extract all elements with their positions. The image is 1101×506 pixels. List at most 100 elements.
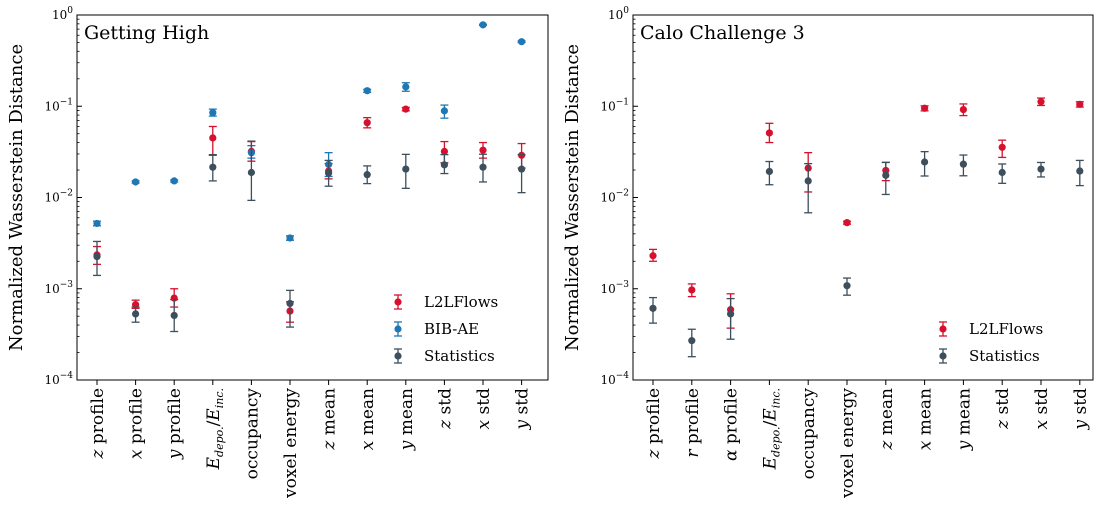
data-point	[170, 311, 178, 320]
legend-label: L2LFlows	[969, 320, 1043, 338]
y-tick-label: 10−3	[600, 280, 629, 296]
series-l2lflows	[649, 97, 1084, 329]
x-category-label: y mean	[397, 388, 417, 451]
data-point	[843, 282, 851, 290]
data-point	[727, 310, 735, 318]
data-point	[209, 163, 217, 171]
data-point	[649, 252, 657, 260]
data-point	[286, 299, 294, 308]
data-point	[440, 161, 448, 169]
legend-item: L2LFlows	[394, 293, 498, 311]
data-point	[479, 163, 487, 171]
data-point	[93, 219, 101, 228]
legend-marker	[939, 325, 947, 333]
x-category-label: α profile	[722, 388, 742, 461]
x-category-label: z profile	[88, 388, 108, 459]
data-point	[325, 169, 333, 177]
data-point	[247, 168, 255, 177]
chart-title: Calo Challenge 3	[640, 22, 805, 44]
data-point	[440, 147, 448, 156]
x-category-label: x std	[474, 388, 494, 430]
data-point	[959, 160, 968, 168]
series-statistics	[93, 140, 526, 333]
data-point	[93, 253, 101, 261]
x-category-label: x profile	[127, 388, 147, 459]
data-point	[402, 165, 410, 173]
data-point	[363, 119, 371, 127]
data-point	[209, 109, 217, 117]
x-category-label: x mean	[916, 388, 936, 450]
x-category-label: Edepo./Einc.	[760, 388, 782, 470]
legend-marker	[939, 352, 947, 360]
x-category-label: z mean	[320, 388, 340, 451]
data-point	[518, 165, 526, 173]
panel-2: 10−4 10−3 10−2 10−1 100 z profile r profile α p…	[562, 6, 1094, 499]
data-point	[1037, 98, 1045, 106]
y-tick-label: 10−1	[44, 97, 73, 113]
legend-item: Statistics	[939, 347, 1040, 365]
legend-item: BIB-AE	[394, 320, 479, 338]
data-point	[921, 104, 929, 112]
legend-marker	[394, 325, 402, 333]
data-point	[959, 105, 968, 114]
y-tick-label: 10−4	[600, 371, 629, 387]
data-point	[882, 171, 890, 179]
x-category-label: occupancy	[242, 388, 262, 480]
x-category-label: voxel energy	[281, 388, 301, 499]
y-tick-label: 100	[52, 6, 73, 22]
data-point	[402, 105, 410, 113]
legend-label: Statistics	[969, 347, 1040, 365]
x-category-label: r profile	[683, 388, 703, 458]
series-l2lflows	[93, 105, 526, 323]
y-axis-label: Normalized Wasserstein Distance	[562, 44, 583, 351]
x-category-label: y profile	[165, 388, 185, 460]
data-point	[363, 171, 371, 179]
data-point	[998, 143, 1006, 151]
data-point	[765, 129, 774, 137]
series-statistics	[649, 151, 1084, 358]
x-category-label: y std	[513, 388, 533, 431]
legend: L2LFlows Statistics	[939, 320, 1043, 365]
x-category-label: x std	[1032, 388, 1052, 430]
x-category-label: Edepo./Einc.	[204, 388, 226, 470]
x-category-label: x mean	[358, 388, 378, 450]
data-point	[402, 83, 410, 91]
x-category-label: voxel energy	[838, 388, 858, 499]
x-category-label: z std	[993, 388, 1013, 430]
data-point	[1076, 100, 1084, 108]
legend-marker	[394, 298, 402, 306]
legend-item: Statistics	[394, 347, 495, 365]
legend-label: Statistics	[424, 347, 495, 365]
data-point	[209, 134, 217, 142]
x-category-label: y mean	[954, 388, 974, 451]
legend: L2LFlows BIB-AE Statistics	[394, 293, 498, 365]
data-point	[440, 107, 448, 115]
y-tick-label: 10−3	[44, 280, 73, 296]
data-point	[479, 21, 487, 29]
chart-title: Getting High	[84, 22, 209, 44]
data-point	[1076, 167, 1084, 175]
data-point	[132, 178, 140, 186]
y-axis-label: Normalized Wasserstein Distance	[6, 44, 27, 351]
data-point	[132, 310, 140, 318]
x-category-label: y std	[1071, 388, 1091, 431]
data-point	[286, 234, 294, 242]
data-point	[1037, 165, 1045, 173]
data-point	[765, 167, 774, 176]
data-point	[170, 177, 178, 185]
panel-1: 10−4 10−3 10−2 10−1 100 z profile x profile y p…	[6, 6, 549, 499]
data-point	[479, 146, 487, 154]
y-tick-label: 10−2	[44, 189, 73, 205]
series-bib-ae	[93, 21, 526, 242]
x-category-label: z profile	[644, 388, 664, 459]
data-point	[688, 337, 696, 345]
y-tick-label: 10−1	[600, 97, 629, 113]
legend-item: L2LFlows	[939, 320, 1043, 338]
data-point	[921, 158, 929, 166]
x-category-label: occupancy	[799, 388, 819, 480]
y-tick-label: 10−2	[600, 189, 629, 205]
data-point	[518, 38, 526, 46]
data-point	[649, 304, 657, 312]
data-point	[804, 177, 812, 185]
